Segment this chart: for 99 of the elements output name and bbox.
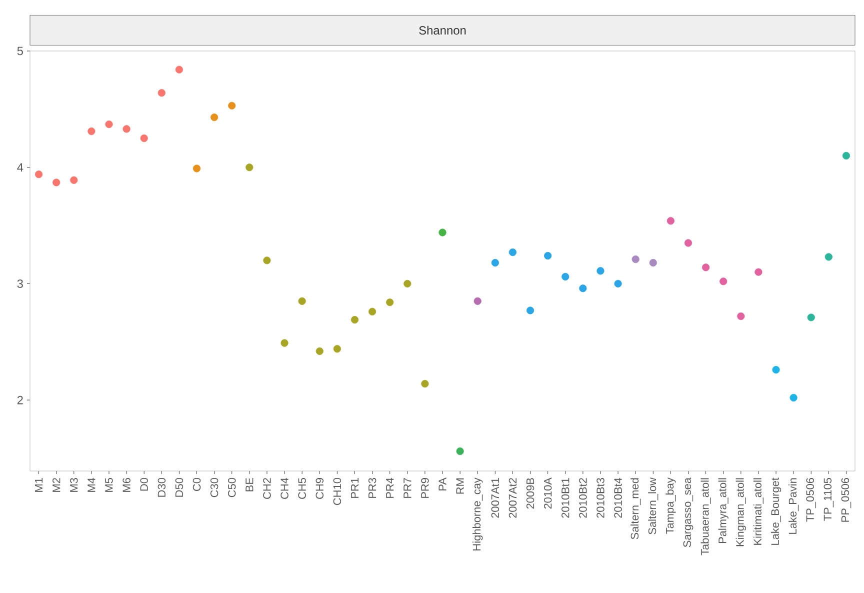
x-tick-label: D0 [140,478,148,491]
x-tick-label: M2 [52,478,60,492]
x-tick-label: M3 [70,478,78,492]
point [52,178,60,186]
x-tick-label: Saltern_low [648,478,658,534]
x-tick-label: Tampa_bay [666,478,676,534]
point [298,297,306,305]
point [666,217,674,225]
point [158,89,166,97]
x-tick-label: 2010A [544,478,552,509]
x-tick-label: Kingman_atoll [736,478,746,546]
x-tick-label: CH5 [298,478,306,499]
x-tick-label: 2010Bt3 [596,478,604,518]
point [649,258,657,267]
x-tick-label: 2010Bt4 [614,478,622,518]
point [754,268,762,276]
point [474,297,482,305]
x-tick-label: CH9 [316,478,324,499]
x-tick-label: TP_1105 [824,478,834,521]
x-tick-label: CH4 [280,478,288,499]
point [70,176,78,184]
point [702,264,710,272]
point [88,127,96,136]
point [720,278,728,286]
point [562,272,570,281]
x-tick-label: D30 [158,478,166,497]
x-tick-label: Kiritimati_atoll [753,478,764,545]
x-tick-label: Highborne_cay [472,478,483,550]
x-tick-label: 2009B [526,478,534,509]
x-tick-label: PR7 [404,478,412,498]
x-tick-label: C50 [228,478,236,498]
x-tick-label: Tabuaeran_atoll [700,478,711,556]
x-tick-label: RM [456,478,464,494]
x-tick-label: PA [438,478,446,490]
point [263,256,271,264]
point [491,258,499,267]
y-tick-label: 3 [17,279,23,288]
point [333,345,341,353]
x-tick-label: M1 [35,478,43,492]
point [579,284,587,292]
x-tick-label: PR3 [368,478,376,498]
point [228,102,236,110]
x-tick-label: M5 [105,478,113,492]
x-tick-label: Saltern_med [630,478,641,540]
point [192,164,201,172]
x-tick-label: Lake_Bourget [770,478,782,545]
x-tick-label: 2007At1 [491,478,500,518]
point [105,120,113,128]
x-tick-label: CH2 [263,478,271,499]
x-tick-label: 2007At2 [508,478,517,518]
point [140,134,148,142]
x-tick-label: D50 [175,478,184,497]
point [280,339,288,347]
x-tick-label: 2010Bt2 [579,478,587,518]
point [614,280,622,288]
point [790,394,798,402]
x-tick-label: Lake_Pavin [788,478,799,534]
point [246,164,254,172]
x-tick-label: M6 [122,478,130,492]
y-tick-label: 4 [17,163,24,172]
chart-title: Shannon [419,26,466,35]
point [456,447,464,456]
point [544,252,552,260]
point [737,312,745,320]
point [596,267,604,275]
x-tick-label: M4 [88,478,96,492]
point [34,170,43,178]
point [175,66,184,74]
x-tick-label: PR4 [386,478,394,498]
x-tick-label: PR9 [421,478,429,498]
x-tick-label: Palmyra_atoll [718,478,728,544]
point [386,298,394,306]
point [210,114,218,122]
point [438,228,446,236]
x-tick-label: 2010Bt1 [562,478,570,518]
point [508,248,517,256]
y-tick-label: 5 [17,46,23,56]
point [122,125,130,133]
x-tick-label: CH10 [333,478,342,505]
point [368,308,376,316]
point [632,255,640,264]
point [684,239,692,247]
x-tick-label: C0 [192,478,201,491]
x-tick-label: TP_0506 [806,478,816,522]
point [421,380,429,388]
point [316,347,324,355]
point [807,314,815,322]
x-tick-label: Sargasso_sea [683,478,694,548]
x-tick-label: BE [246,478,254,492]
y-tick-label: 2 [17,396,23,404]
point [842,152,850,160]
x-tick-label: PP_0506 [841,478,852,522]
point [350,316,359,324]
x-tick-label: PR1 [350,478,359,498]
point [824,253,832,261]
x-tick-label: C30 [210,478,218,498]
point [526,306,534,314]
point [404,280,412,288]
point [772,366,780,374]
